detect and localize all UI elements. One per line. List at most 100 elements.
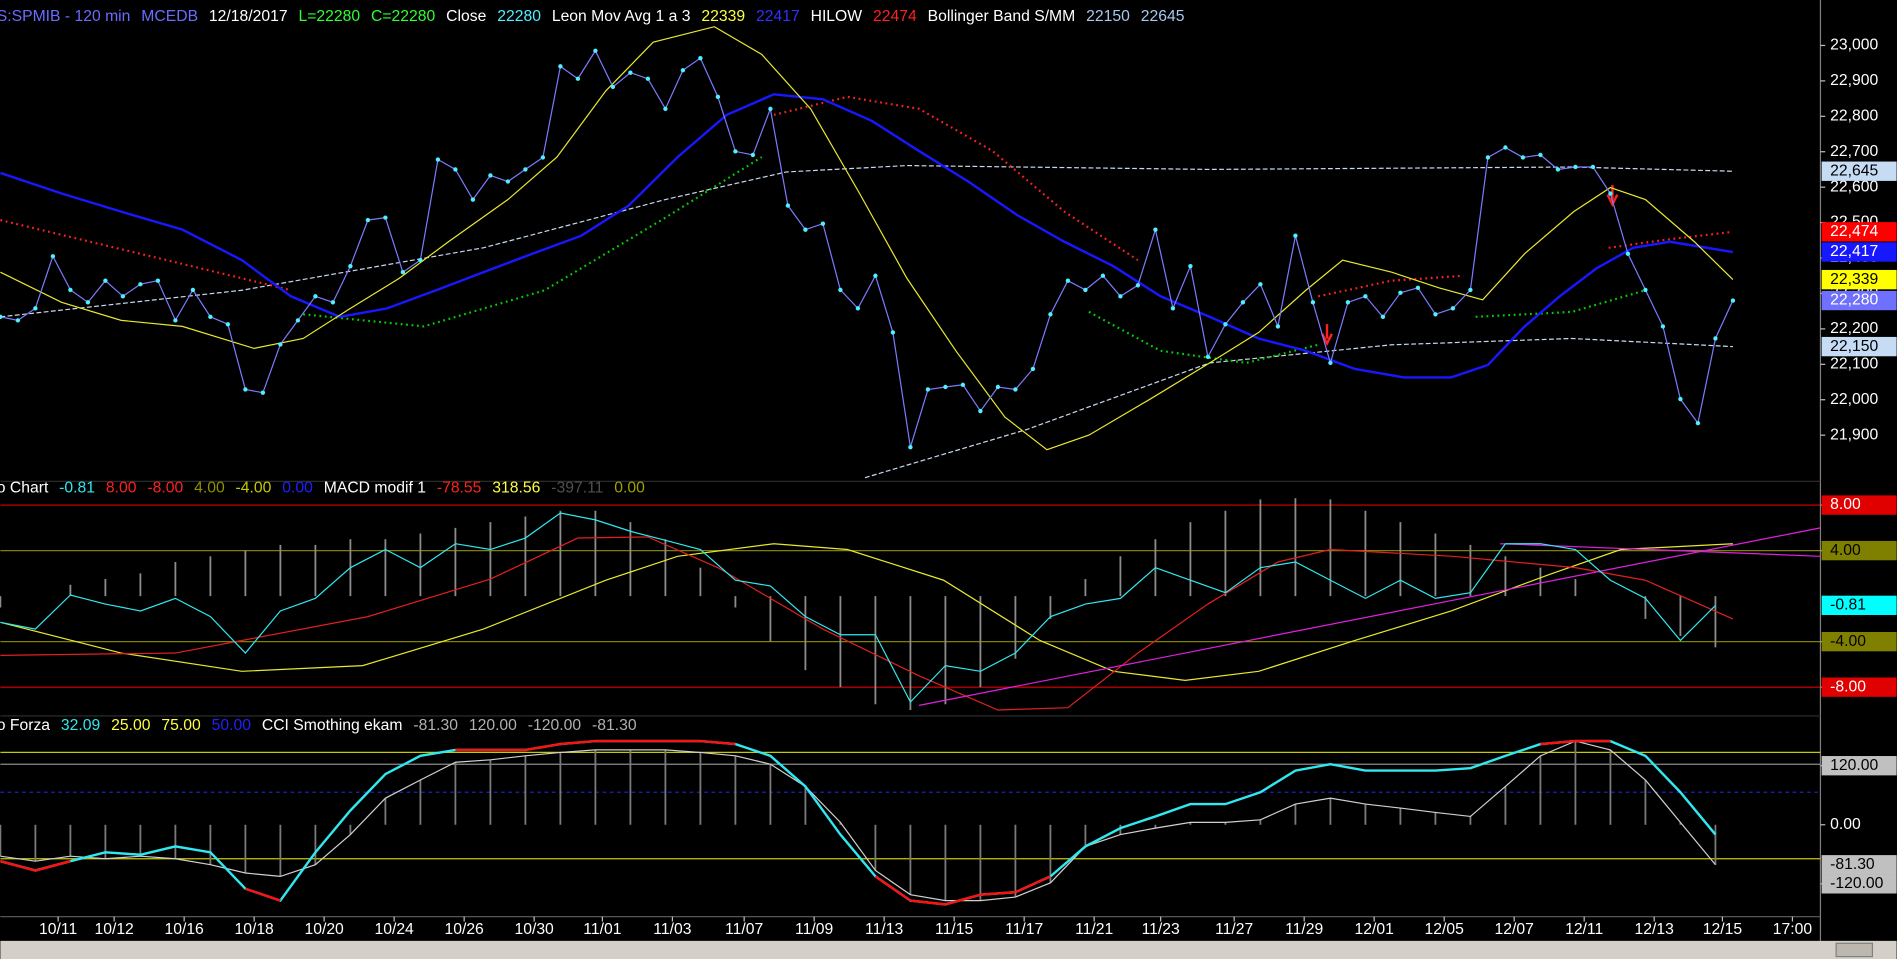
alert-segment [980, 890, 1016, 896]
price-dot [1485, 155, 1491, 160]
price-dot [960, 382, 966, 388]
x-tick-label: 11/21 [1075, 921, 1113, 938]
price-dot [313, 294, 318, 299]
price-dot [1503, 145, 1508, 150]
price-dot [768, 106, 773, 112]
legend-text: 25.00 [111, 717, 151, 734]
value-label-box [1821, 269, 1897, 290]
series-line [0, 543, 1733, 681]
x-tick-label: 10/24 [374, 921, 414, 938]
alert-segment [0, 860, 36, 872]
series-line [864, 337, 1733, 479]
price-dot [645, 76, 651, 81]
price-dot [1258, 282, 1263, 287]
price-dot [1293, 233, 1298, 238]
value-label-box [1821, 242, 1897, 262]
legend-text: -397.11 [551, 480, 603, 497]
legend-text: MACD modif 1 [324, 480, 426, 497]
price-dot [1643, 287, 1648, 293]
series-line [0, 93, 1734, 379]
legend-text: 12/18/2017 [209, 8, 288, 25]
price-dot [855, 306, 861, 311]
price-dot [785, 203, 791, 208]
price-dot [1345, 300, 1351, 305]
price-dot [1275, 324, 1281, 329]
x-tick-label: 10/26 [444, 921, 484, 938]
alert-segment [35, 860, 71, 872]
y-tick-label: 22,600 [1830, 178, 1878, 195]
price-dot [435, 157, 441, 162]
legend-text: 22645 [1141, 8, 1185, 25]
legend-text: -78.55 [437, 480, 482, 497]
price-dot [0, 314, 3, 320]
value-label: 22,339 [1830, 271, 1878, 288]
series-line [0, 164, 1733, 318]
price-dot [540, 155, 546, 160]
price-dot [680, 68, 686, 73]
y-tick-label: -8.00 [1830, 678, 1866, 695]
price-dot [943, 384, 948, 390]
y-tick-label: 23,000 [1830, 37, 1878, 54]
price-dot [733, 149, 738, 154]
series-line [0, 740, 1716, 902]
price-dot [278, 342, 283, 347]
price-dot [1363, 294, 1368, 299]
legend-text: 318.56 [492, 480, 540, 497]
y-tick-label: 120.00 [1830, 757, 1878, 774]
legend-text: 0.00 [614, 480, 645, 497]
legend-text: S:SPMIB - 120 min [0, 8, 130, 25]
price-dot [1415, 285, 1421, 290]
alert-segment [945, 893, 981, 906]
legend-text: -120.00 [528, 717, 582, 734]
price-dot [295, 318, 301, 323]
legend-text: 32.09 [61, 717, 100, 734]
y-tick-label: 21,900 [1830, 426, 1878, 443]
legend-text: 22150 [1086, 8, 1130, 25]
value-label-box [1821, 222, 1897, 242]
value-label: -81.30 [1830, 856, 1875, 873]
signal-arrow [1606, 185, 1619, 208]
price-dot [120, 294, 126, 299]
series-line [303, 156, 1646, 365]
x-tick-label: 12/15 [1703, 921, 1743, 938]
price-dot [85, 300, 91, 305]
price-dot [260, 390, 266, 395]
price-dot [1695, 420, 1701, 426]
legend-text: o Forza [0, 717, 50, 734]
x-tick-label: 11/23 [1142, 921, 1180, 938]
legend-text: 22417 [756, 8, 800, 25]
y-tick-label: 22,800 [1830, 107, 1878, 124]
price-dot [15, 318, 21, 323]
value-label-box [1821, 161, 1897, 181]
price-dot [1083, 287, 1088, 293]
y-tick-label: 22,900 [1830, 72, 1878, 89]
scrollbar[interactable] [0, 940, 1897, 959]
signal-arrow [1321, 324, 1333, 347]
price-dot [978, 408, 983, 414]
legend-text: 8.00 [106, 480, 137, 497]
legend-text: Close [446, 8, 486, 25]
price-dot [470, 197, 476, 202]
price-dot [593, 48, 598, 53]
x-tick-label: 17:00 [1773, 921, 1813, 938]
x-tick-label: 10/20 [304, 921, 344, 938]
price-dot [523, 167, 528, 172]
y-tick-box [1821, 756, 1897, 776]
price-dot [1310, 300, 1316, 305]
alert-segment [560, 739, 596, 746]
price-dot [453, 167, 458, 172]
x-tick-label: 11/09 [795, 921, 833, 938]
y-tick-box [1821, 631, 1897, 652]
legend-text: o Chart [0, 480, 49, 497]
price-dot [400, 270, 406, 275]
scrollbar-thumb[interactable] [1835, 942, 1874, 958]
alert-segment [910, 899, 946, 906]
x-tick-label: 11/17 [1005, 921, 1043, 938]
price-dot [995, 384, 1001, 390]
y-tick-label: 22,700 [1830, 143, 1878, 160]
value-label-box [1821, 336, 1897, 357]
price-dot [488, 173, 493, 178]
price-dot [1398, 290, 1403, 295]
price-dot [50, 254, 56, 259]
price-dot [1660, 324, 1666, 329]
